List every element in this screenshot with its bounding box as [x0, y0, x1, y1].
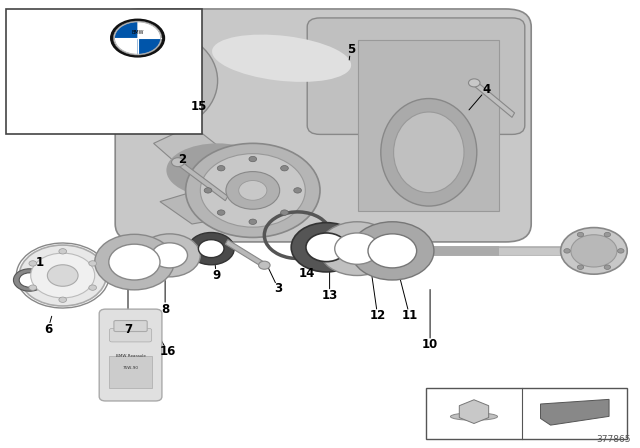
Text: BMW Rearaxle: BMW Rearaxle	[116, 354, 145, 358]
Text: BMW: BMW	[131, 30, 144, 35]
Circle shape	[109, 244, 160, 280]
Polygon shape	[541, 399, 609, 425]
Circle shape	[218, 210, 225, 215]
Text: 5: 5	[347, 43, 355, 56]
Wedge shape	[138, 22, 161, 38]
Text: 10: 10	[422, 338, 438, 352]
Circle shape	[618, 249, 624, 253]
Text: LIFE-TIME-OIL: LIFE-TIME-OIL	[15, 17, 79, 26]
Text: 11: 11	[401, 309, 418, 323]
Circle shape	[351, 222, 434, 280]
Circle shape	[604, 233, 611, 237]
FancyBboxPatch shape	[114, 321, 147, 332]
Circle shape	[368, 234, 417, 268]
Circle shape	[113, 21, 162, 55]
Ellipse shape	[212, 34, 351, 82]
FancyBboxPatch shape	[109, 328, 152, 342]
Circle shape	[19, 245, 106, 306]
Circle shape	[59, 297, 67, 302]
Circle shape	[577, 265, 584, 269]
Circle shape	[204, 188, 212, 193]
Circle shape	[172, 158, 184, 167]
Circle shape	[291, 223, 362, 272]
Circle shape	[604, 265, 611, 269]
Text: 7: 7	[124, 323, 132, 336]
Circle shape	[239, 181, 267, 200]
Circle shape	[139, 234, 200, 277]
Text: 14: 14	[299, 267, 316, 280]
Polygon shape	[225, 240, 266, 267]
Text: 3: 3	[275, 282, 282, 296]
Circle shape	[306, 233, 347, 262]
Text: 15: 15	[190, 100, 207, 113]
Text: 6: 6	[44, 323, 52, 336]
Circle shape	[249, 219, 257, 224]
Text: 16: 16	[159, 345, 176, 358]
Circle shape	[47, 265, 78, 286]
Circle shape	[259, 261, 270, 269]
Circle shape	[294, 188, 301, 193]
Text: 12: 12	[369, 309, 386, 323]
Text: 377865: 377865	[596, 435, 630, 444]
FancyBboxPatch shape	[6, 9, 202, 134]
Circle shape	[89, 261, 97, 266]
Wedge shape	[138, 38, 161, 54]
Circle shape	[564, 249, 570, 253]
FancyBboxPatch shape	[307, 18, 525, 134]
FancyBboxPatch shape	[109, 356, 152, 388]
Circle shape	[186, 143, 320, 237]
Circle shape	[198, 240, 224, 258]
Text: X XX XXX XXX: X XX XXX XXX	[123, 119, 195, 128]
Text: 9: 9	[212, 269, 220, 282]
Ellipse shape	[166, 143, 269, 197]
Text: KEIN ÖLWECHSEL: KEIN ÖLWECHSEL	[15, 43, 94, 52]
Circle shape	[31, 253, 95, 298]
Polygon shape	[177, 160, 228, 201]
Circle shape	[19, 273, 40, 287]
Circle shape	[218, 166, 225, 171]
Wedge shape	[115, 22, 138, 38]
FancyBboxPatch shape	[115, 9, 531, 242]
Polygon shape	[154, 125, 243, 188]
Circle shape	[577, 233, 584, 237]
FancyBboxPatch shape	[358, 40, 499, 211]
Circle shape	[152, 243, 188, 268]
Circle shape	[111, 19, 164, 57]
Circle shape	[188, 233, 234, 265]
Circle shape	[59, 249, 67, 254]
Ellipse shape	[381, 99, 477, 206]
FancyBboxPatch shape	[426, 388, 627, 439]
Text: 13: 13	[321, 289, 338, 302]
Circle shape	[200, 154, 305, 227]
FancyBboxPatch shape	[99, 309, 162, 401]
Circle shape	[335, 233, 380, 264]
Circle shape	[29, 261, 36, 266]
Circle shape	[89, 285, 97, 290]
Circle shape	[29, 285, 36, 290]
Text: 75W-90: 75W-90	[123, 366, 139, 370]
Circle shape	[280, 166, 288, 171]
Ellipse shape	[102, 31, 218, 130]
Wedge shape	[115, 38, 138, 54]
Text: 1: 1	[36, 255, 44, 269]
Circle shape	[319, 222, 396, 276]
Text: 4: 4	[483, 83, 490, 96]
Polygon shape	[473, 81, 515, 117]
Circle shape	[561, 228, 627, 274]
Text: 2: 2	[179, 152, 186, 166]
Circle shape	[280, 210, 288, 215]
Text: NO OILCHANGE: NO OILCHANGE	[15, 58, 84, 67]
Circle shape	[249, 156, 257, 162]
Circle shape	[468, 79, 480, 87]
Text: 8: 8	[161, 302, 169, 316]
Circle shape	[571, 235, 617, 267]
Circle shape	[95, 234, 174, 290]
Ellipse shape	[451, 413, 497, 420]
Polygon shape	[160, 188, 243, 224]
Circle shape	[13, 269, 45, 291]
Circle shape	[226, 172, 280, 209]
Ellipse shape	[394, 112, 464, 193]
